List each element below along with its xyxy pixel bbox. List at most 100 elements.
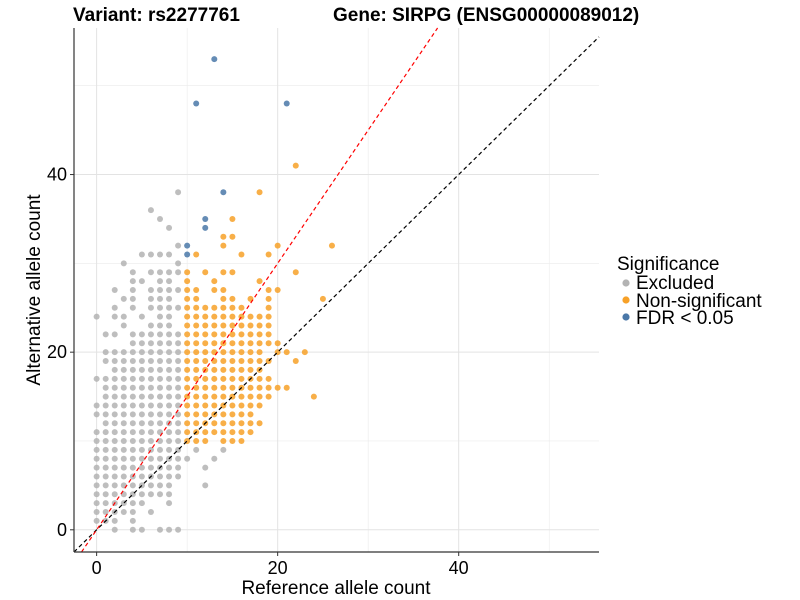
point-non-significant [247, 331, 254, 338]
point-excluded [175, 287, 182, 293]
point-excluded [102, 509, 109, 516]
point-excluded [111, 482, 118, 489]
point-non-significant [211, 304, 218, 311]
point-excluded [147, 322, 154, 329]
point-non-significant [193, 384, 200, 391]
point-excluded [129, 393, 136, 400]
point-non-significant [319, 295, 326, 302]
point-excluded [138, 393, 145, 400]
point-non-significant [220, 411, 227, 418]
point-excluded [111, 331, 118, 338]
point-non-significant [193, 420, 200, 427]
point-excluded [111, 304, 118, 311]
point-fdr-0-05 [193, 100, 200, 107]
point-non-significant [238, 349, 245, 356]
point-non-significant [256, 420, 263, 427]
point-non-significant [193, 366, 200, 373]
point-fdr-0-05 [211, 56, 218, 63]
point-excluded [93, 313, 100, 320]
point-excluded [111, 393, 118, 400]
point-non-significant [265, 375, 272, 382]
point-non-significant [274, 242, 281, 249]
point-non-significant [265, 295, 272, 302]
point-non-significant [274, 340, 281, 347]
point-excluded [111, 411, 118, 418]
point-non-significant [193, 287, 200, 293]
point-non-significant [265, 331, 272, 338]
point-non-significant [229, 233, 236, 240]
point-non-significant [256, 340, 263, 347]
point-excluded [93, 500, 100, 507]
point-non-significant [220, 287, 227, 293]
point-excluded [147, 358, 154, 365]
point-excluded [120, 393, 127, 400]
point-excluded [166, 464, 173, 471]
point-non-significant [292, 269, 299, 276]
point-non-significant [229, 269, 236, 276]
reference-line-fitted-ratio [81, 27, 439, 553]
point-excluded [147, 331, 154, 338]
point-excluded [147, 464, 154, 471]
point-non-significant [256, 349, 263, 356]
point-non-significant [247, 366, 254, 373]
point-excluded [147, 349, 154, 356]
point-excluded [175, 260, 182, 267]
point-excluded [166, 437, 173, 444]
point-excluded [211, 455, 218, 462]
point-non-significant [247, 384, 254, 391]
point-non-significant [193, 340, 200, 347]
point-non-significant [220, 349, 227, 356]
point-excluded [175, 304, 182, 311]
point-excluded [120, 313, 127, 320]
point-excluded [138, 384, 145, 391]
point-non-significant [184, 366, 191, 373]
point-excluded [138, 340, 145, 347]
point-non-significant [229, 215, 236, 222]
point-excluded [102, 491, 109, 498]
point-excluded [147, 366, 154, 373]
point-excluded [175, 393, 182, 400]
point-excluded [147, 393, 154, 400]
point-excluded [166, 269, 173, 276]
point-excluded [102, 331, 109, 338]
point-excluded [120, 509, 127, 516]
point-non-significant [247, 420, 254, 427]
point-non-significant [283, 384, 290, 391]
point-excluded [102, 411, 109, 418]
point-excluded [102, 349, 109, 356]
point-excluded [129, 509, 136, 516]
point-non-significant [220, 322, 227, 329]
point-excluded [156, 358, 163, 365]
point-excluded [102, 464, 109, 471]
point-non-significant [238, 322, 245, 329]
point-non-significant [229, 331, 236, 338]
point-non-significant [193, 402, 200, 409]
point-excluded [129, 366, 136, 373]
point-excluded [147, 491, 154, 498]
point-non-significant [193, 295, 200, 302]
point-non-significant [292, 358, 299, 365]
point-non-significant [184, 331, 191, 338]
point-excluded [166, 402, 173, 409]
point-excluded [138, 402, 145, 409]
point-excluded [147, 207, 154, 214]
point-excluded [156, 402, 163, 409]
point-excluded [102, 482, 109, 489]
point-excluded [175, 526, 182, 533]
point-excluded [147, 251, 154, 258]
point-non-significant [229, 375, 236, 382]
point-excluded [111, 429, 118, 436]
title-gene: Gene: SIRPG (ENSG00000089012) [333, 5, 639, 26]
point-excluded [111, 446, 118, 453]
point-excluded [156, 287, 163, 293]
point-non-significant [220, 420, 227, 427]
point-excluded [166, 358, 173, 365]
point-non-significant [247, 393, 254, 400]
point-excluded [129, 402, 136, 409]
point-non-significant [193, 322, 200, 329]
point-non-significant [229, 411, 236, 418]
point-fdr-0-05 [283, 100, 290, 107]
point-non-significant [229, 429, 236, 436]
point-excluded [102, 455, 109, 462]
